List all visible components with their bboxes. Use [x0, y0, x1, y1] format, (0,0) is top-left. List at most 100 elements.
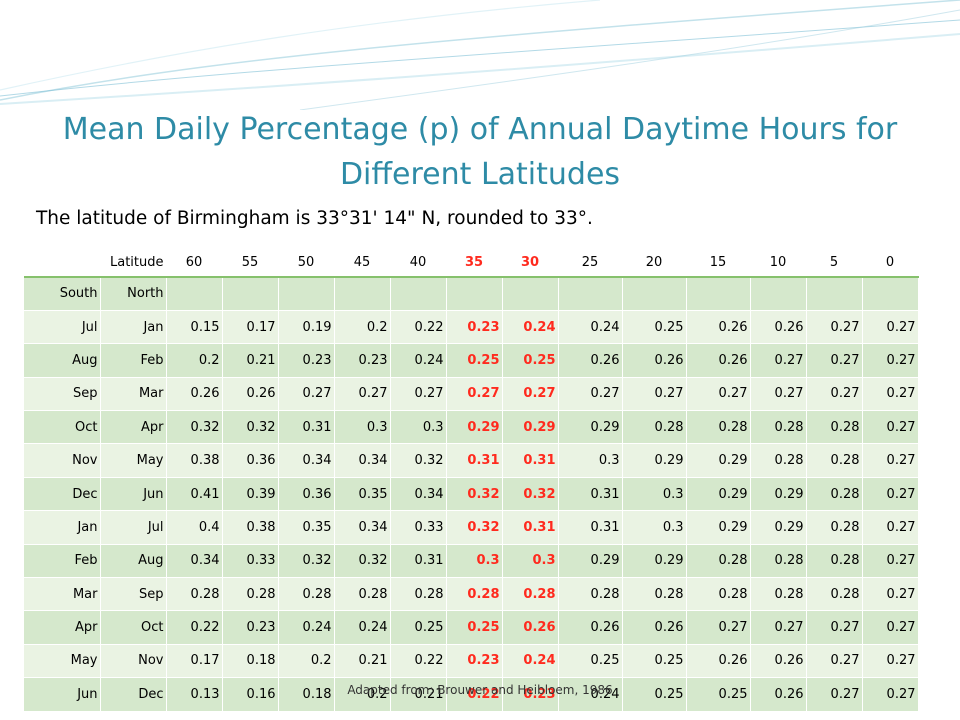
percentage-cell: 0.24 [558, 677, 623, 712]
percentage-cell: 0.29 [558, 410, 623, 445]
empty-cell [278, 277, 335, 311]
percentage-cell: 0.28 [558, 577, 623, 612]
south-month-cell: Aug [24, 343, 101, 378]
latitude-header-cell: 50 [278, 248, 335, 278]
percentage-cell: 0.32 [446, 477, 503, 512]
table-row: Sep Mar 0.26 0.26 0.27 0.27 0.27 0.27 0.27 0.27 0.… [24, 377, 919, 412]
table-row: Jun Dec 0.13 0.16 0.18 0.2 0.21 0.22 0.23 0.24 0.2… [24, 677, 919, 712]
percentage-cell: 0.16 [222, 677, 279, 712]
percentage-cell: 0.29 [750, 477, 807, 512]
decorative-swoosh [0, 0, 960, 110]
percentage-cell: 0.23 [446, 310, 503, 345]
percentage-cell: 0.19 [278, 310, 335, 345]
hemisphere-label: North [100, 277, 167, 311]
percentage-cell: 0.18 [222, 644, 279, 679]
percentage-cell: 0.28 [222, 577, 279, 612]
percentage-cell: 0.27 [862, 510, 919, 545]
north-month-cell: Aug [100, 544, 167, 579]
table-row: Dec Jun 0.41 0.39 0.36 0.35 0.34 0.32 0.32 0.31 0.… [24, 477, 919, 512]
percentage-cell: 0.26 [750, 644, 807, 679]
percentage-cell: 0.29 [502, 410, 559, 445]
percentage-cell: 0.28 [750, 410, 807, 445]
percentage-cell: 0.15 [166, 310, 223, 345]
percentage-cell: 0.26 [750, 677, 807, 712]
percentage-cell: 0.32 [502, 477, 559, 512]
percentage-cell: 0.27 [806, 310, 863, 345]
percentage-cell: 0.26 [622, 343, 687, 378]
percentage-cell: 0.27 [278, 377, 335, 412]
percentage-cell: 0.26 [558, 343, 623, 378]
south-month-cell: May [24, 644, 101, 679]
empty-cell [862, 277, 919, 311]
latitude-header-cell: 35 [446, 248, 503, 278]
north-month-cell: Mar [100, 377, 167, 412]
percentage-cell: 0.27 [806, 644, 863, 679]
percentage-cell: 0.3 [558, 443, 623, 478]
percentage-cell: 0.17 [222, 310, 279, 345]
latitude-header-label: Latitude [24, 248, 167, 278]
percentage-cell: 0.25 [622, 677, 687, 712]
percentage-cell: 0.28 [502, 577, 559, 612]
percentage-cell: 0.31 [278, 410, 335, 445]
percentage-cell: 0.32 [278, 544, 335, 579]
percentage-cell: 0.25 [622, 310, 687, 345]
north-month-cell: Dec [100, 677, 167, 712]
percentage-cell: 0.28 [806, 477, 863, 512]
percentage-cell: 0.27 [862, 310, 919, 345]
latitude-header-cell: 10 [750, 248, 807, 278]
latitude-header-cell: 60 [166, 248, 223, 278]
table-row: Jan Jul 0.4 0.38 0.35 0.34 0.33 0.32 0.31 0.31 0.3… [24, 510, 919, 545]
percentage-cell: 0.21 [390, 677, 447, 712]
empty-cell [558, 277, 623, 311]
percentage-cell: 0.27 [806, 343, 863, 378]
percentage-cell: 0.31 [558, 477, 623, 512]
percentage-cell: 0.29 [446, 410, 503, 445]
percentage-cell: 0.25 [390, 610, 447, 645]
south-month-cell: Jun [24, 677, 101, 712]
percentage-cell: 0.24 [390, 343, 447, 378]
percentage-cell: 0.23 [222, 610, 279, 645]
empty-cell [686, 277, 751, 311]
percentage-cell: 0.31 [502, 510, 559, 545]
south-month-cell: Mar [24, 577, 101, 612]
percentage-cell: 0.3 [334, 410, 391, 445]
north-month-cell: Jan [100, 310, 167, 345]
percentage-cell: 0.27 [862, 343, 919, 378]
percentage-cell: 0.31 [446, 443, 503, 478]
percentage-cell: 0.27 [862, 610, 919, 645]
percentage-cell: 0.27 [750, 377, 807, 412]
percentage-cell: 0.26 [622, 610, 687, 645]
percentage-cell: 0.24 [502, 644, 559, 679]
percentage-cell: 0.27 [862, 677, 919, 712]
empty-cell [806, 277, 863, 311]
empty-cell [222, 277, 279, 311]
latitude-header-cell: 55 [222, 248, 279, 278]
percentage-cell: 0.26 [686, 343, 751, 378]
empty-cell [446, 277, 503, 311]
percentage-cell: 0.23 [278, 343, 335, 378]
percentage-cell: 0.31 [390, 544, 447, 579]
percentage-cell: 0.29 [622, 544, 687, 579]
latitude-header-cell: 40 [390, 248, 447, 278]
percentage-cell: 0.22 [446, 677, 503, 712]
latitude-header-cell: 30 [502, 248, 559, 278]
percentage-cell: 0.31 [502, 443, 559, 478]
empty-cell [502, 277, 559, 311]
percentage-cell: 0.2 [278, 644, 335, 679]
table-row: Nov May 0.38 0.36 0.34 0.34 0.32 0.31 0.31 0.3 0.2… [24, 443, 919, 478]
percentage-cell: 0.28 [278, 577, 335, 612]
north-month-cell: Sep [100, 577, 167, 612]
percentage-cell: 0.3 [446, 544, 503, 579]
percentage-cell: 0.24 [278, 610, 335, 645]
percentage-cell: 0.36 [222, 443, 279, 478]
north-month-cell: Oct [100, 610, 167, 645]
percentage-cell: 0.23 [334, 343, 391, 378]
south-month-cell: Feb [24, 544, 101, 579]
percentage-cell: 0.2 [334, 310, 391, 345]
percentage-cell: 0.28 [622, 410, 687, 445]
hemisphere-row: South North [24, 277, 919, 311]
percentage-cell: 0.27 [390, 377, 447, 412]
percentage-cell: 0.26 [750, 310, 807, 345]
latitude-header-cell: 0 [862, 248, 919, 278]
latitude-header-cell: 20 [622, 248, 687, 278]
